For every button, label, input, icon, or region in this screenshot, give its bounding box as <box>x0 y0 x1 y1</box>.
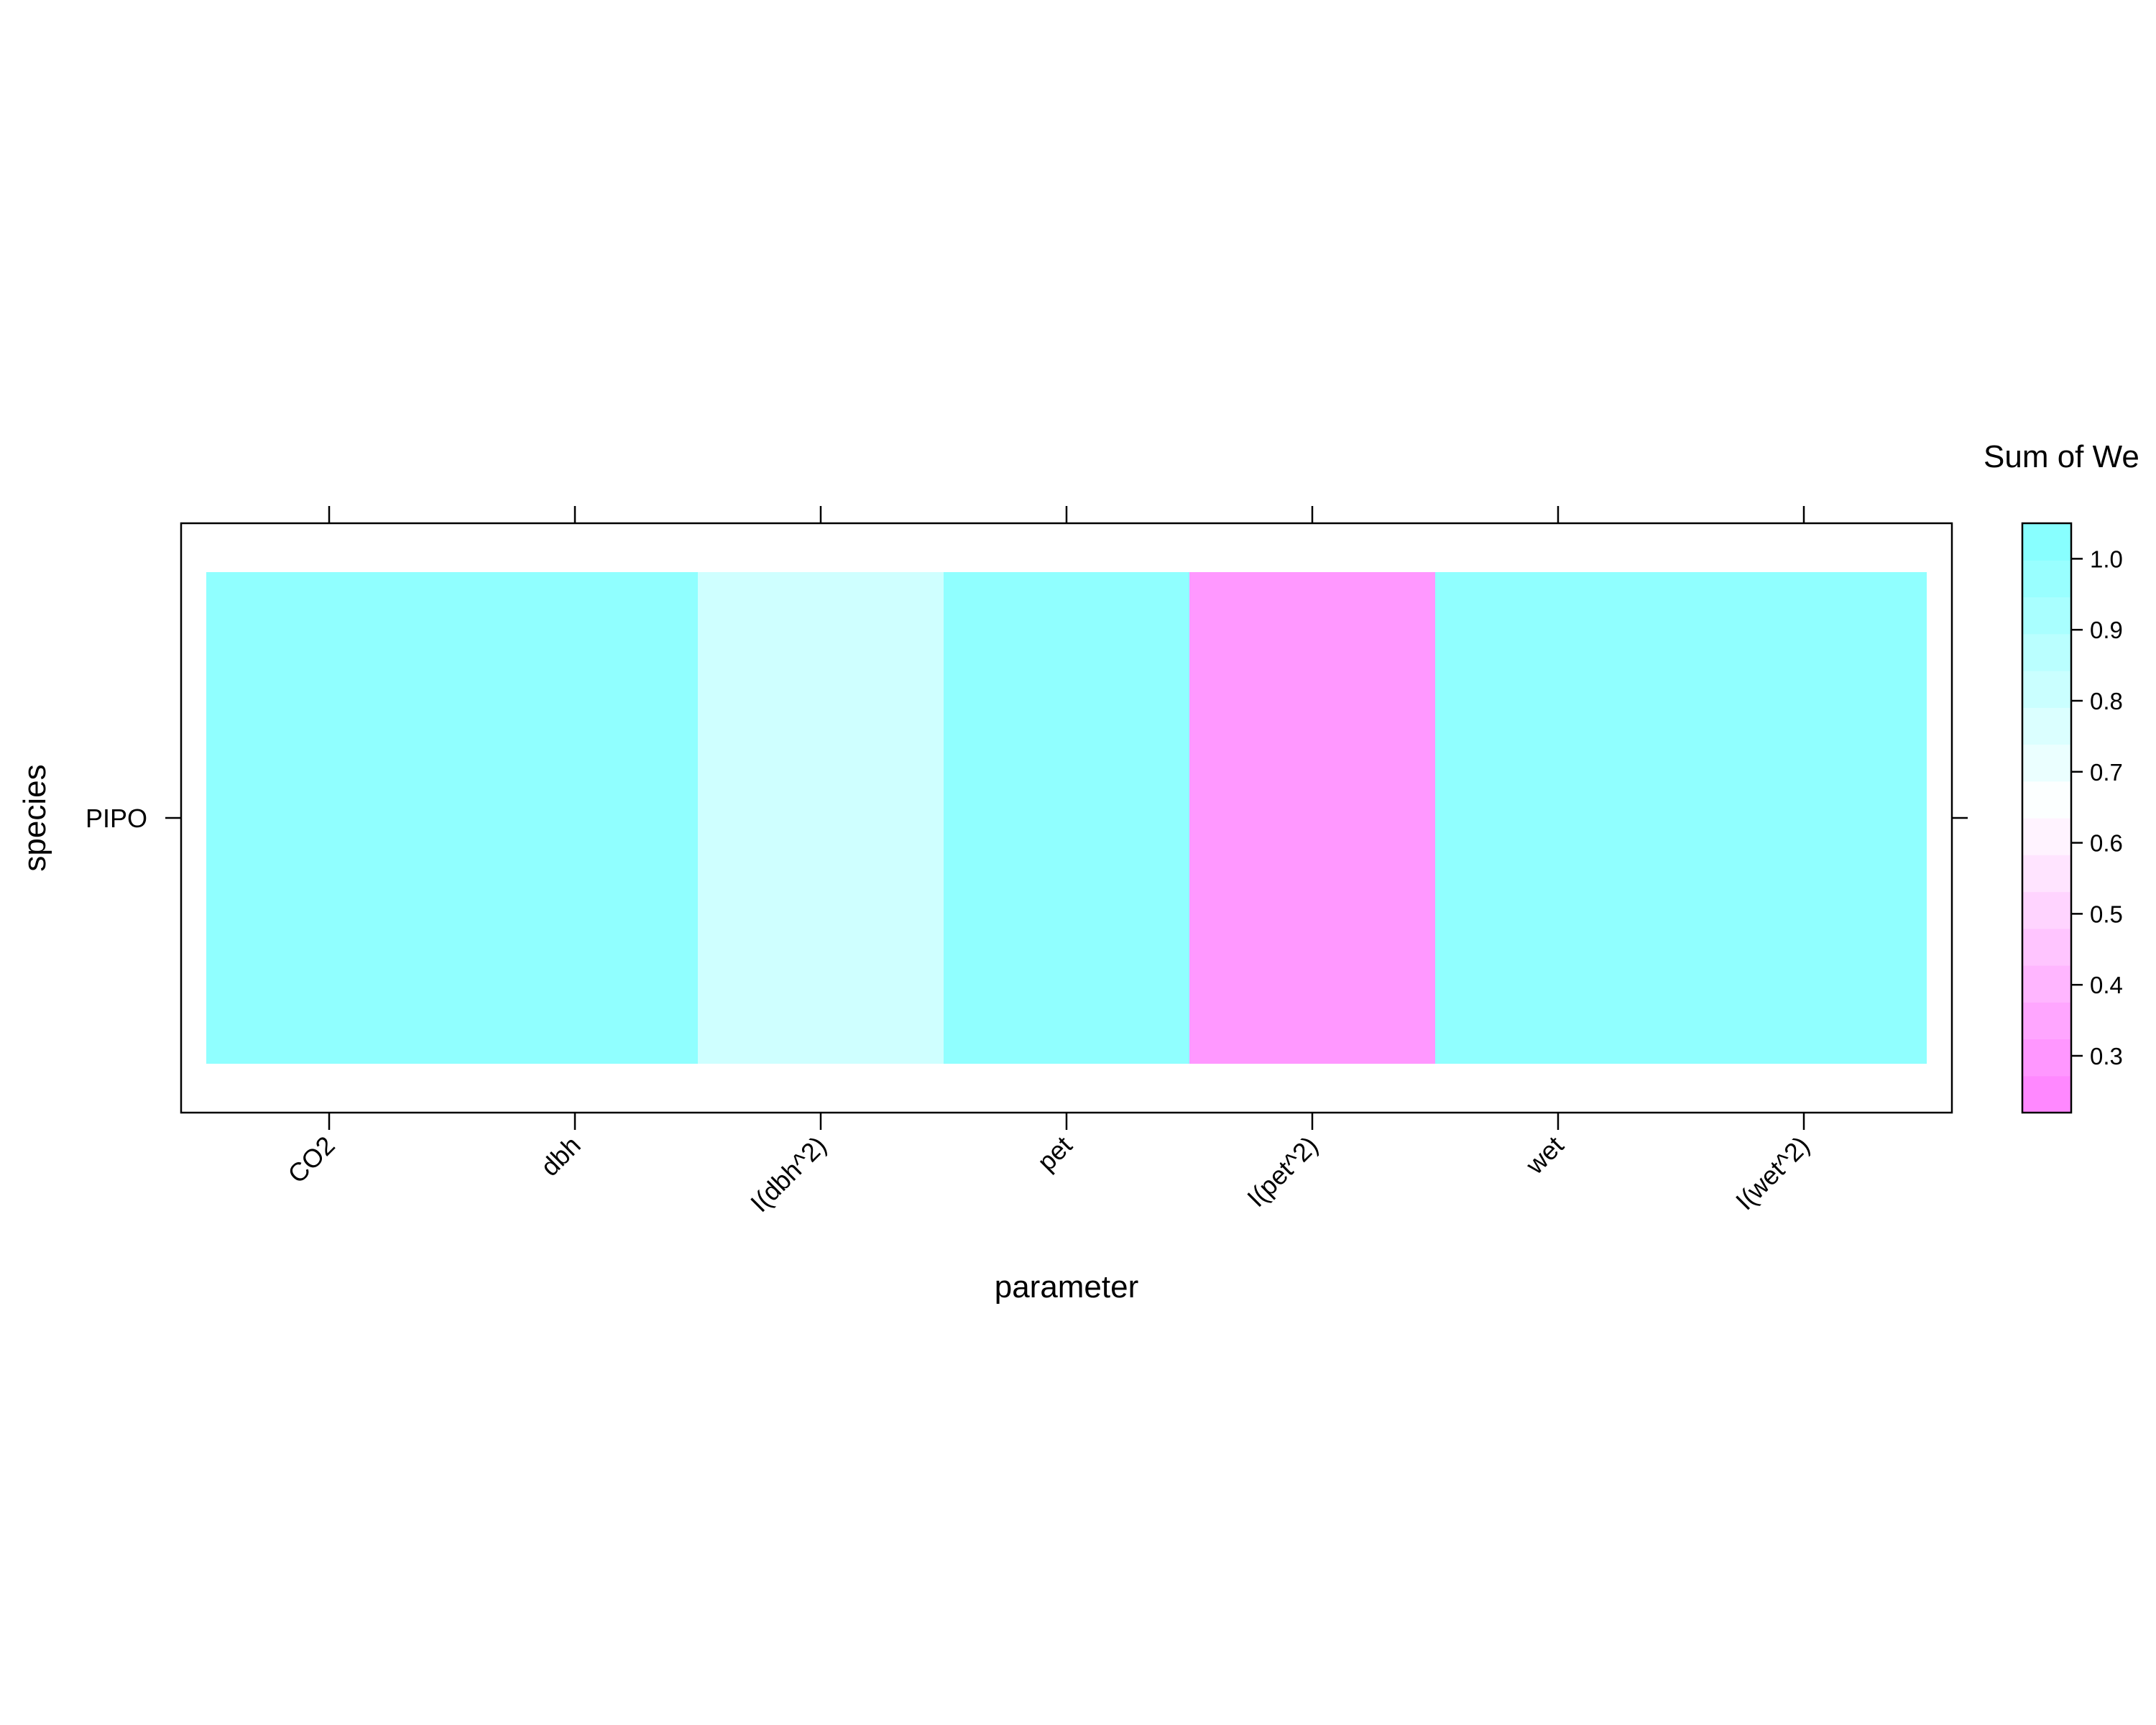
colorbar-band <box>2022 781 2071 819</box>
colorbar-band <box>2022 1075 2071 1113</box>
colorbar-tick-label: 0.3 <box>2090 1043 2123 1070</box>
x-tick-label: I(dbh^2) <box>745 1131 832 1218</box>
heatmap-cell <box>206 572 452 1064</box>
x-tick-label: CO2 <box>282 1131 340 1189</box>
heatmap-cells <box>206 572 1927 1064</box>
colorbar-band <box>2022 1002 2071 1040</box>
heatmap-cell <box>1435 572 1681 1064</box>
x-tick-label: dbh <box>535 1131 586 1182</box>
colorbar: 1.0 0.9 0.8 0.7 0.6 0.5 0.4 0.3 <box>2021 522 2123 1114</box>
colorbar-band <box>2022 1039 2071 1077</box>
colorbar-band <box>2022 818 2071 855</box>
colorbar-band <box>2022 744 2071 782</box>
heatmap-cell <box>698 572 944 1064</box>
colorbar-band <box>2022 523 2071 561</box>
colorbar-band <box>2022 928 2071 966</box>
heatmap-cell <box>1189 572 1435 1064</box>
y-tick-labels: PIPO <box>86 804 147 833</box>
colorbar-band <box>2022 707 2071 745</box>
axis-ticks <box>165 506 1968 1130</box>
colorbar-band <box>2022 855 2071 893</box>
x-tick-label: wet <box>1519 1131 1569 1180</box>
colorbar-tick-label: 0.7 <box>2090 759 2123 786</box>
colorbar-title: Sum of We <box>1984 439 2139 474</box>
colorbar-band <box>2022 633 2071 671</box>
colorbar-tick-label: 0.8 <box>2090 688 2123 714</box>
heatmap-cell <box>1681 572 1927 1064</box>
x-tick-label: pet <box>1031 1131 1077 1177</box>
colorbar-band <box>2022 597 2071 635</box>
x-tick-label: I(pet^2) <box>1241 1131 1324 1213</box>
heatmap-cell <box>452 572 698 1064</box>
colorbar-tick-label: 0.9 <box>2090 617 2123 643</box>
colorbar-band <box>2022 891 2071 929</box>
y-tick-label: PIPO <box>86 804 147 833</box>
colorbar-tick-label: 0.4 <box>2090 972 2123 998</box>
y-axis-title: species <box>17 764 52 871</box>
colorbar-band <box>2022 965 2071 1003</box>
colorbar-frame <box>2021 522 2073 1114</box>
x-tick-label: I(wet^2) <box>1730 1131 1815 1216</box>
colorbar-tick-label: 0.6 <box>2090 830 2123 857</box>
x-axis-title: parameter <box>995 1269 1139 1305</box>
colorbar-tick-label: 1.0 <box>2090 546 2123 572</box>
colorbar-band <box>2022 671 2071 708</box>
colorbar-band <box>2022 560 2071 598</box>
x-tick-labels: CO2 dbh I(dbh^2) pet I(pet^2) wet I(wet^2) <box>282 1131 1815 1218</box>
colorbar-tick-label: 0.5 <box>2090 901 2123 927</box>
heatmap-cell <box>944 572 1189 1064</box>
